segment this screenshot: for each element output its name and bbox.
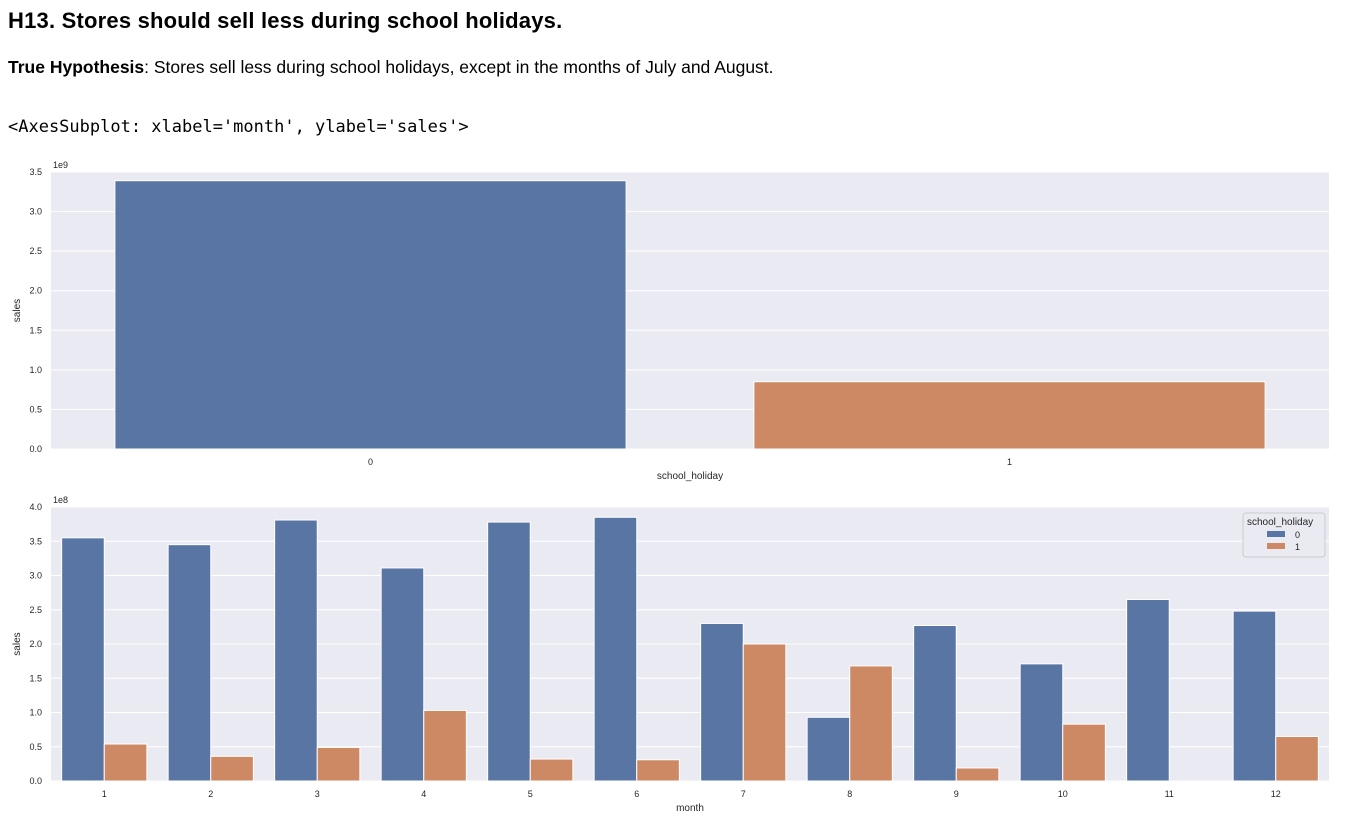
bar xyxy=(913,625,957,782)
school-holiday-sales-chart: 0.0 0.5 1.0 1.5 2.0 2.5 3.0 3.5 1e9 0 1 school_holi… xyxy=(12,160,1329,482)
y-tick-label: 3.0 xyxy=(29,207,42,217)
y-tick-label: 2.0 xyxy=(29,286,42,296)
bar xyxy=(1062,723,1106,782)
y-tick-label: 3.5 xyxy=(29,167,42,177)
y-axis-label: sales xyxy=(12,632,23,655)
y-scale-label: 1e9 xyxy=(53,160,68,170)
x-axis-label: month xyxy=(676,803,704,814)
bar xyxy=(274,519,318,782)
x-tick-label: 3 xyxy=(315,789,320,799)
bar xyxy=(61,537,105,782)
cell-output-text: <AxesSubplot: xlabel='month', ylabel='sa… xyxy=(8,117,469,137)
bar xyxy=(1126,598,1170,782)
bar xyxy=(167,544,212,782)
y-tick-label: 3.0 xyxy=(29,571,42,581)
y-tick-label: 2.5 xyxy=(29,605,42,615)
y-tick-label: 0.5 xyxy=(29,404,42,414)
x-tick-label: 10 xyxy=(1058,789,1068,799)
x-tick-label: 1 xyxy=(1007,457,1012,467)
x-tick-label: 9 xyxy=(954,789,959,799)
bar xyxy=(529,758,574,782)
bar xyxy=(1019,663,1064,782)
x-tick-label: 12 xyxy=(1271,789,1281,799)
bar xyxy=(593,516,638,782)
y-tick-label: 0.0 xyxy=(29,444,42,454)
hypothesis-paragraph: True Hypothesis: Stores sell less during… xyxy=(8,57,774,78)
y-tick-label: 2.0 xyxy=(29,639,42,649)
x-tick-label: 7 xyxy=(741,789,746,799)
page-title: H13. Stores should sell less during scho… xyxy=(8,8,563,33)
x-tick-label: 1 xyxy=(102,789,107,799)
y-tick-label: 2.5 xyxy=(29,246,42,256)
hypothesis-label: True Hypothesis xyxy=(8,57,145,77)
bar xyxy=(1232,610,1277,782)
bar xyxy=(1275,735,1319,782)
x-tick-label: 4 xyxy=(421,789,426,799)
legend-entry-label: 1 xyxy=(1295,542,1300,552)
bar xyxy=(742,643,787,782)
bar xyxy=(636,759,680,782)
y-tick-label: 1.5 xyxy=(29,673,42,683)
hypothesis-text: : Stores sell less during school holiday… xyxy=(144,57,774,77)
x-tick-label: 11 xyxy=(1165,789,1174,799)
bar xyxy=(380,567,425,782)
bar xyxy=(103,743,148,782)
y-tick-label: 1.5 xyxy=(29,325,42,335)
bar xyxy=(753,381,1266,450)
bar xyxy=(849,665,893,782)
bar xyxy=(114,180,627,450)
y-axis-label: sales xyxy=(12,299,23,322)
y-tick-label: 0.0 xyxy=(29,776,42,786)
bar xyxy=(955,767,1000,782)
bar xyxy=(487,521,531,782)
bar xyxy=(316,746,361,782)
y-tick-label: 0.5 xyxy=(29,742,42,752)
y-tick-label: 1.0 xyxy=(29,708,42,718)
y-tick-label: 1.0 xyxy=(29,365,42,375)
legend-entry-label: 0 xyxy=(1295,530,1300,540)
bar xyxy=(806,716,851,782)
x-tick-label: 2 xyxy=(208,789,213,799)
y-tick-label: 3.5 xyxy=(29,536,42,546)
x-tick-label: 6 xyxy=(634,789,639,799)
legend-swatch xyxy=(1267,543,1285,549)
x-tick-label: 8 xyxy=(847,789,852,799)
bar xyxy=(423,709,467,782)
legend-title: school_holiday xyxy=(1247,517,1313,528)
bar xyxy=(700,622,744,782)
y-scale-label: 1e8 xyxy=(53,495,68,505)
x-tick-label: 0 xyxy=(368,457,373,467)
x-axis-label: school_holiday xyxy=(657,471,723,482)
legend-swatch xyxy=(1267,531,1285,537)
y-tick-label: 4.0 xyxy=(29,502,42,512)
x-tick-label: 5 xyxy=(528,789,533,799)
bar xyxy=(210,755,254,782)
